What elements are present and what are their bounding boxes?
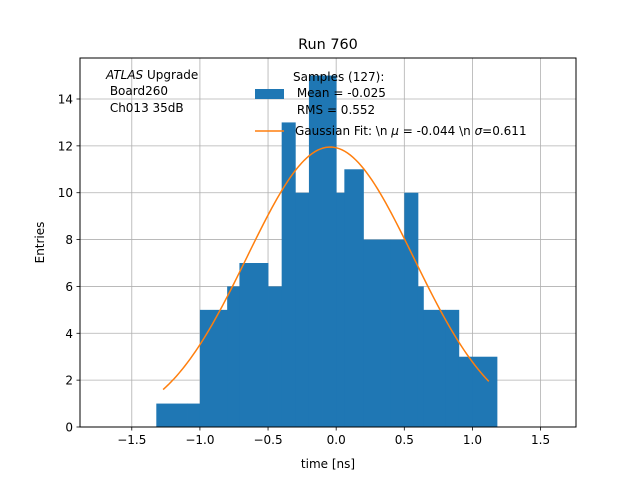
x-tick-label: −1.5	[117, 433, 146, 447]
legend-hist-line-2: Mean = -0.025	[293, 86, 386, 100]
gaussian-fit-line	[162, 146, 490, 391]
y-tick-label: 4	[65, 327, 73, 341]
histogram-bar	[417, 286, 424, 427]
histogram-bars	[156, 75, 498, 428]
x-tick-label: 1.0	[463, 433, 482, 447]
y-tick-label: 2	[65, 374, 73, 388]
y-axis-ticks: 0 2 4 6 8 10 12 14	[58, 93, 80, 435]
annotation-line-1: ATLAS Upgrade	[105, 68, 198, 82]
legend-fit-sigma: σ	[475, 124, 483, 138]
x-tick-label: 0.0	[327, 433, 346, 447]
histogram-bar	[445, 309, 460, 427]
histogram-bar	[227, 286, 240, 427]
histogram-bar	[336, 192, 345, 427]
x-tick-label: 1.5	[531, 433, 550, 447]
histogram-bar	[239, 263, 269, 427]
legend: Samples (127): Mean = -0.025 RMS = 0.552…	[255, 70, 527, 138]
legend-fit-mid: = -0.044 \n	[399, 124, 475, 138]
x-tick-label: 0.5	[395, 433, 414, 447]
y-tick-label: 8	[65, 233, 73, 247]
legend-fit-prefix: Gaussian Fit: \n	[295, 124, 391, 138]
x-axis-ticks: −1.5 −1.0 −0.5 0.0 0.5 1.0 1.5	[117, 427, 550, 447]
legend-fit-label: Gaussian Fit: \n μ = -0.044 \n σ=0.611	[295, 124, 527, 138]
chart-title: Run 760	[298, 37, 358, 53]
x-axis-label: time [ns]	[301, 457, 355, 471]
annotation-line-3: Ch013 35dB	[106, 101, 184, 115]
atlas-upgrade-label: Upgrade	[143, 68, 198, 82]
x-tick-label: −0.5	[253, 433, 282, 447]
annotation-line-2: Board260	[106, 84, 168, 98]
histogram-bar	[322, 75, 337, 428]
y-tick-label: 0	[65, 421, 73, 435]
histogram-bar	[281, 122, 296, 427]
histogram-bar	[363, 239, 392, 427]
x-tick-label: −1.0	[185, 433, 214, 447]
histogram-bar	[423, 309, 446, 427]
y-tick-label: 14	[58, 93, 73, 107]
legend-hist-line-1: Samples (127):	[293, 70, 384, 84]
histogram-bar	[156, 403, 188, 427]
legend-hist-line-3: RMS = 0.552	[293, 103, 375, 117]
histogram-bar	[404, 192, 419, 427]
histogram-bar	[295, 192, 310, 427]
legend-fit-suffix: =0.611	[482, 124, 526, 138]
histogram-bar	[308, 75, 323, 428]
atlas-annotation: ATLAS Upgrade Board260 Ch013 35dB	[105, 68, 198, 115]
y-tick-label: 10	[58, 186, 73, 200]
y-axis-label: Entries	[33, 222, 47, 264]
atlas-label: ATLAS	[105, 68, 144, 82]
histogram-bar	[458, 356, 473, 427]
y-tick-label: 12	[58, 139, 73, 153]
histogram-bar	[344, 169, 364, 428]
y-tick-label: 6	[65, 280, 73, 294]
histogram-bar	[268, 286, 283, 427]
plot-frame	[79, 57, 577, 428]
histogram-bar	[199, 309, 228, 427]
histogram-bar	[390, 239, 405, 427]
histogram-bar	[187, 403, 201, 427]
legend-fit-mu: μ	[390, 124, 399, 138]
legend-hist-swatch	[255, 89, 284, 99]
